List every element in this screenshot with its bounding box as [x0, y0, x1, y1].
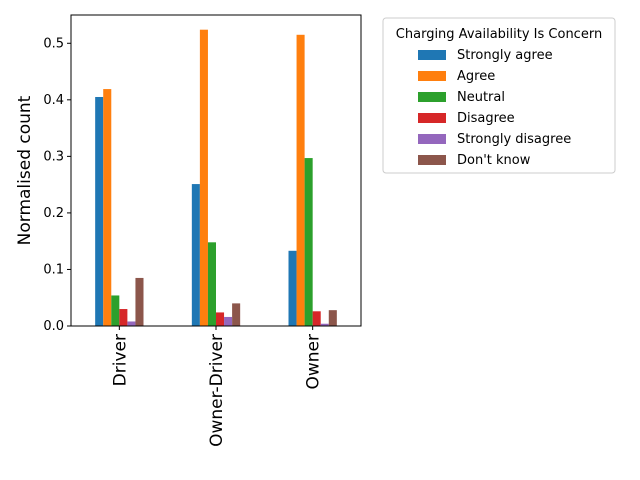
y-tick-label: 0.0	[43, 319, 64, 334]
bar-2-5	[328, 310, 337, 326]
x-tick-label: Owner	[304, 334, 324, 390]
bar-0-5	[135, 277, 144, 326]
bar-2-2	[304, 158, 313, 326]
legend-swatch	[418, 155, 446, 165]
bar-1-5	[232, 303, 241, 326]
bar-2-4	[320, 323, 329, 326]
y-axis: 0.0 0.1 0.2 0.3 0.4 0.5	[43, 36, 71, 334]
x-tick-label: Driver	[110, 334, 130, 386]
bar-1-0	[191, 184, 200, 326]
bar-0-0	[95, 96, 104, 326]
bars-group	[95, 29, 337, 327]
legend-label: Agree	[457, 69, 495, 84]
x-axis: Driver Owner-Driver Owner	[110, 326, 324, 447]
bar-0-4	[127, 321, 136, 326]
y-tick-label: 0.5	[43, 36, 64, 51]
bar-1-2	[207, 242, 216, 326]
y-tick-label: 0.3	[43, 149, 64, 164]
legend-swatch	[418, 92, 446, 102]
bar-0-3	[119, 309, 128, 326]
legend-label: Strongly disagree	[457, 132, 571, 147]
legend-title: Charging Availability Is Concern	[396, 27, 602, 42]
bar-0-2	[111, 295, 120, 326]
legend-swatch	[418, 134, 446, 144]
legend-label: Strongly agree	[457, 48, 553, 63]
bar-1-3	[216, 312, 225, 326]
y-tick-label: 0.2	[43, 206, 64, 221]
legend-swatch	[418, 50, 446, 60]
legend-swatch	[418, 71, 446, 81]
x-tick-label: Owner-Driver	[207, 334, 227, 447]
bar-2-3	[312, 311, 321, 326]
legend-swatch	[418, 113, 446, 123]
bar-1-4	[224, 316, 233, 326]
legend: Charging Availability Is Concern Strongl…	[382, 17, 616, 174]
legend-label: Disagree	[457, 111, 515, 126]
bar-0-1	[103, 89, 112, 326]
legend-label: Don't know	[457, 153, 531, 168]
bar-2-0	[288, 250, 297, 326]
bar-2-1	[296, 34, 305, 327]
legend-label: Neutral	[457, 90, 505, 105]
y-tick-label: 0.4	[43, 93, 64, 108]
bar-1-1	[199, 29, 208, 327]
y-axis-label: Normalised count	[15, 95, 35, 245]
y-tick-label: 0.1	[43, 262, 64, 277]
